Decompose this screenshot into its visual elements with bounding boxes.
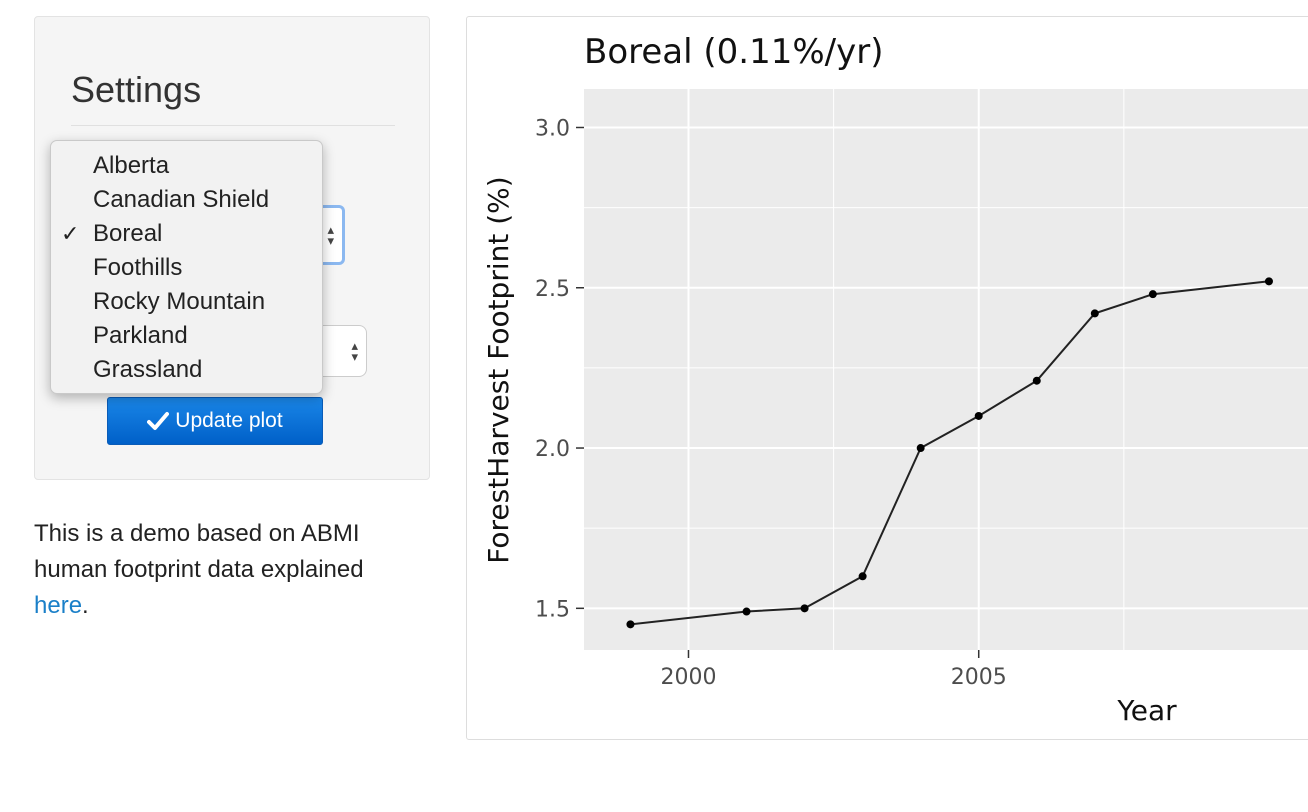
- y-tick-label: 2.0: [535, 437, 570, 462]
- dropdown-option-canadian-shield[interactable]: Canadian Shield: [93, 186, 270, 213]
- x-tick-label: 2005: [951, 665, 1007, 690]
- data-point: [1264, 277, 1273, 286]
- data-point: [800, 604, 809, 613]
- series-line: [630, 280, 1270, 626]
- select-arrows-icon: ▴ ▾: [327, 222, 334, 248]
- y-tick-label: 2.5: [535, 277, 570, 302]
- checkmark-icon: ✓: [61, 221, 80, 246]
- check-icon: [147, 412, 170, 430]
- data-point: [1148, 290, 1157, 299]
- y-axis-label: ForestHarvest Footprint (%): [482, 176, 515, 563]
- plot-background: [584, 89, 1308, 650]
- data-point: [742, 607, 751, 616]
- y-tick-label: 1.5: [535, 597, 570, 622]
- settings-title: Settings: [71, 69, 202, 110]
- region-dropdown-menu[interactable]: Alberta Canadian Shield ✓ Boreal Foothill…: [50, 140, 323, 394]
- data-point: [858, 572, 867, 581]
- dropdown-option-grassland[interactable]: Grassland: [93, 356, 203, 383]
- divider: [71, 125, 395, 126]
- update-plot-button[interactable]: Update plot: [107, 397, 323, 445]
- select-arrows-icon: ▴ ▾: [351, 338, 358, 364]
- dropdown-option-alberta[interactable]: Alberta: [93, 152, 170, 179]
- data-link[interactable]: here: [34, 592, 83, 619]
- data-point: [974, 411, 983, 420]
- data-point: [1032, 376, 1041, 385]
- dropdown-option-boreal[interactable]: ✓ Boreal: [51, 217, 322, 251]
- plot-panel: 1.5 2.0 2.5 3.0 2000 2005 Boreal (0.11%/yr) Yea…: [466, 16, 1308, 740]
- data-point: [916, 444, 925, 453]
- data-point: [1090, 309, 1099, 318]
- dropdown-option-foothills[interactable]: Foothills: [93, 254, 183, 281]
- description-text: This is a demo based on ABMI human footp…: [34, 520, 364, 619]
- y-tick-label: 3.0: [535, 116, 570, 141]
- dropdown-option-rocky-mountain[interactable]: Rocky Mountain: [93, 288, 266, 315]
- x-axis-label: Year: [1116, 694, 1177, 727]
- update-plot-label: Update plot: [175, 409, 283, 432]
- data-point: [626, 620, 635, 629]
- chart-title: Boreal (0.11%/yr): [584, 32, 883, 72]
- x-tick-label: 2000: [660, 665, 716, 690]
- dropdown-option-parkland[interactable]: Parkland: [93, 322, 188, 349]
- footprint-chart: 1.5 2.0 2.5 3.0 2000 2005 Boreal (0.11%/yr) Yea…: [482, 32, 1308, 727]
